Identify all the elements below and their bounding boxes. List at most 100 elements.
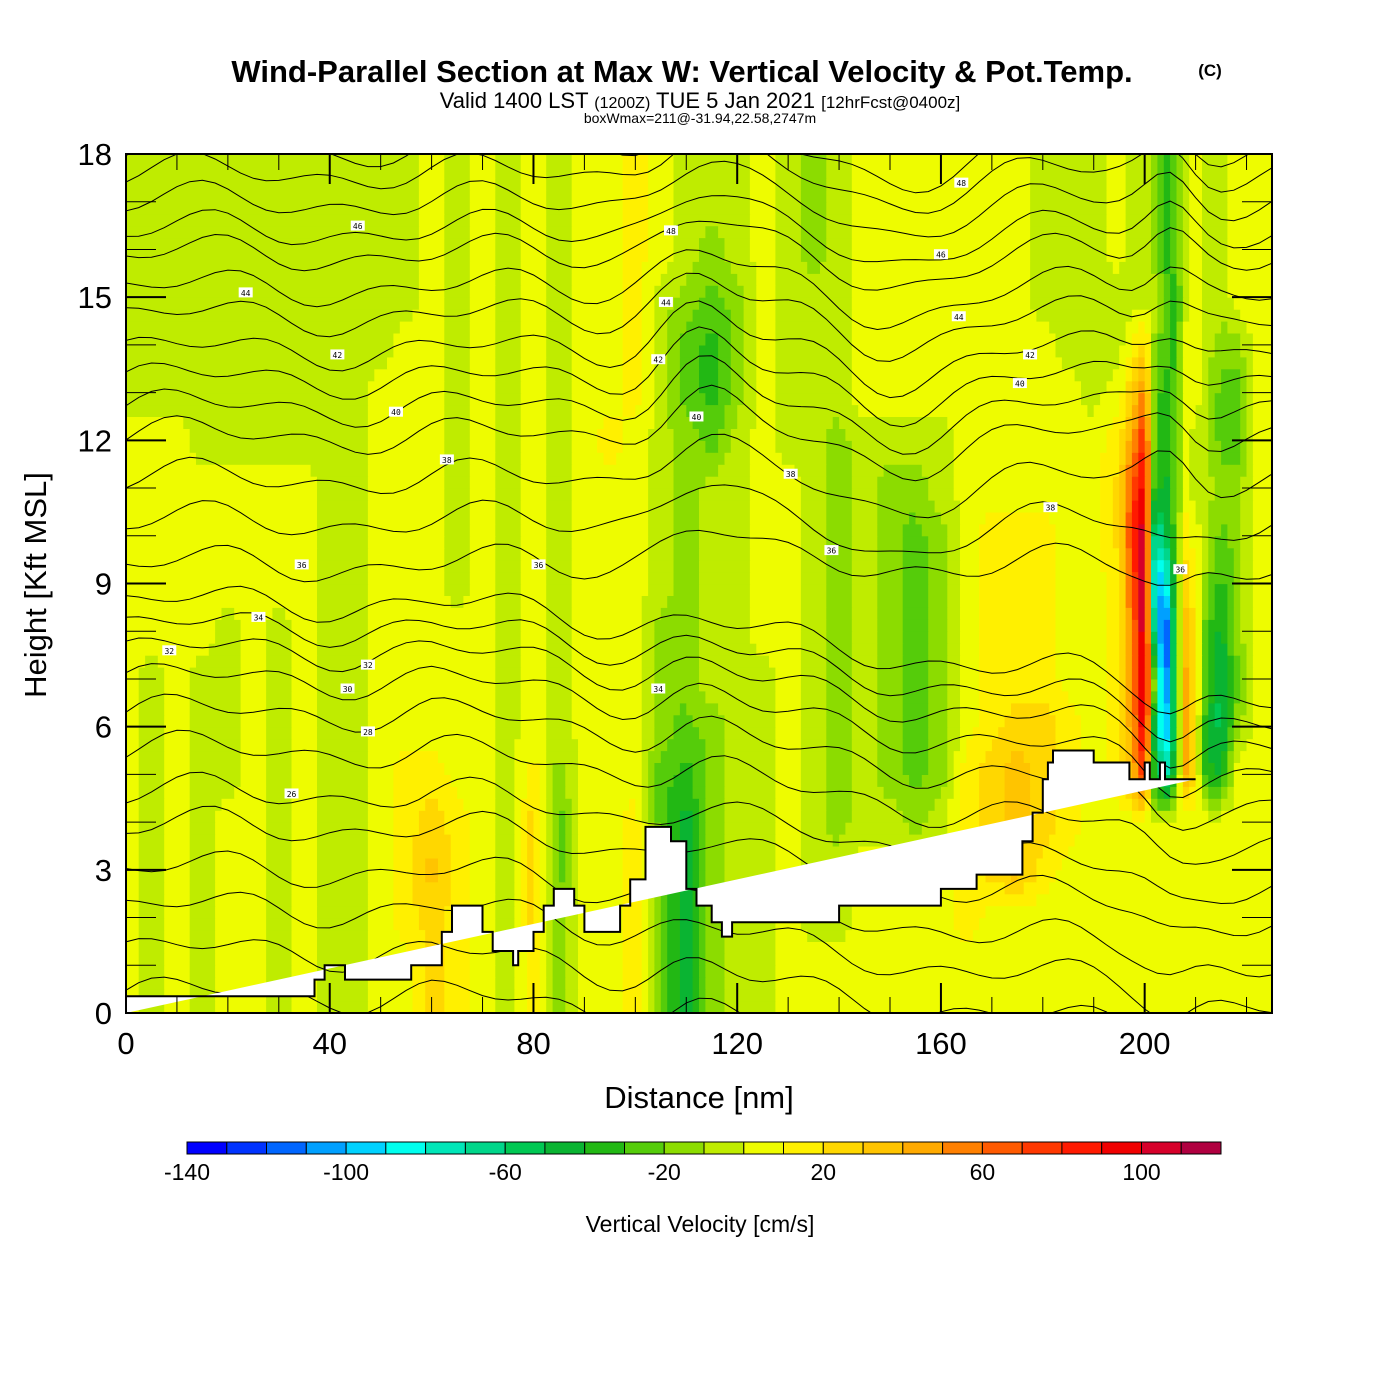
- velocity-cell: [520, 392, 547, 406]
- velocity-cell: [1119, 452, 1127, 465]
- theta-contour-36: [126, 529, 1272, 586]
- velocity-cell: [514, 822, 522, 835]
- velocity-cell: [520, 631, 547, 644]
- velocity-cell: [928, 535, 948, 549]
- velocity-cell: [520, 500, 547, 513]
- velocity-cell: [126, 905, 140, 919]
- velocity-cell: [546, 535, 573, 549]
- velocity-cell: [947, 416, 1114, 429]
- velocity-cell: [126, 344, 394, 358]
- velocity-cell: [1119, 619, 1127, 632]
- velocity-cell: [749, 225, 776, 239]
- velocity-cell: [367, 690, 496, 704]
- velocity-cell: [1208, 583, 1216, 596]
- velocity-cell: [705, 225, 719, 239]
- velocity-cell: [272, 607, 286, 620]
- velocity-cell: [1189, 511, 1197, 525]
- velocity-cell: [1157, 440, 1171, 453]
- velocity-cell: [444, 476, 471, 489]
- velocity-cell: [1176, 810, 1209, 823]
- velocity-cell: [126, 893, 140, 907]
- velocity-cell: [450, 881, 471, 895]
- velocity-cell: [724, 452, 751, 465]
- velocity-cell: [546, 977, 554, 990]
- velocity-cell: [546, 607, 573, 620]
- contour-label-bg: [824, 545, 839, 556]
- velocity-cell: [1240, 690, 1248, 704]
- velocity-cell: [1189, 488, 1216, 501]
- velocity-cell: [1221, 750, 1229, 763]
- velocity-cell: [883, 786, 942, 799]
- velocity-cell: [1189, 762, 1197, 775]
- velocity-cell: [953, 452, 1101, 465]
- velocity-cell: [1214, 535, 1228, 549]
- velocity-cell: [367, 440, 445, 453]
- velocity-cell: [692, 869, 700, 883]
- velocity-cell: [1163, 297, 1171, 310]
- velocity-cell: [126, 333, 394, 346]
- velocity-cell: [826, 428, 846, 441]
- velocity-cell: [800, 690, 827, 704]
- velocity-cell: [215, 857, 267, 871]
- velocity-cell: [571, 667, 643, 680]
- velocity-cell: [648, 774, 656, 787]
- velocity-cell: [240, 655, 267, 668]
- velocity-cell: [1202, 726, 1209, 740]
- velocity-cell: [527, 846, 535, 859]
- velocity-cell: [291, 941, 318, 954]
- velocity-cell: [1036, 309, 1133, 322]
- velocity-cell: [979, 667, 1057, 680]
- velocity-cell: [546, 941, 554, 954]
- velocity-cell: [673, 726, 700, 740]
- velocity-cell: [520, 547, 547, 561]
- velocity-cell: [539, 822, 547, 835]
- velocity-cell: [1131, 583, 1139, 596]
- velocity-cell: [418, 285, 445, 298]
- velocity-cell: [552, 846, 560, 859]
- velocity-cell: [1170, 583, 1178, 596]
- velocity-cell: [1233, 678, 1241, 692]
- velocity-cell: [851, 380, 1082, 394]
- velocity-cell: [546, 738, 579, 752]
- velocity-cell: [979, 619, 1057, 632]
- velocity-cell: [800, 643, 827, 656]
- velocity-cell: [1182, 762, 1190, 775]
- velocity-cell: [527, 893, 535, 907]
- velocity-cell: [1182, 714, 1190, 728]
- velocity-cell: [520, 881, 528, 895]
- velocity-cell: [520, 416, 547, 429]
- velocity-cell: [565, 786, 579, 799]
- velocity-cell: [902, 678, 929, 692]
- velocity-cell: [1151, 655, 1158, 668]
- velocity-cell: [444, 810, 471, 823]
- velocity-cell: [285, 607, 318, 620]
- velocity-cell: [947, 690, 961, 704]
- velocity-cell: [622, 404, 636, 417]
- colorbar-tick-label: 20: [811, 1159, 837, 1185]
- velocity-cell: [495, 464, 522, 477]
- velocity-cell: [418, 165, 445, 179]
- velocity-cell: [1252, 344, 1272, 358]
- velocity-cell: [1252, 392, 1272, 406]
- contour-label-bg: [1043, 502, 1058, 513]
- velocity-cell: [1125, 165, 1152, 179]
- velocity-cell: [1138, 690, 1146, 704]
- velocity-cell: [1112, 511, 1120, 525]
- velocity-cell: [699, 977, 706, 990]
- velocity-cell: [1023, 857, 1037, 871]
- velocity-cell: [648, 965, 656, 978]
- velocity-cell: [749, 631, 802, 644]
- velocity-cell: [1125, 201, 1152, 215]
- velocity-cell: [565, 810, 573, 823]
- velocity-cell: [495, 655, 522, 668]
- velocity-cell: [1240, 595, 1254, 608]
- velocity-cell: [667, 261, 694, 274]
- velocity-cell: [1163, 631, 1171, 644]
- velocity-cell: [654, 726, 675, 740]
- velocity-cell: [775, 714, 802, 728]
- velocity-cell: [648, 511, 675, 525]
- velocity-cell: [1202, 774, 1209, 787]
- velocity-cell: [291, 631, 318, 644]
- velocity-cell: [851, 655, 878, 668]
- velocity-cell: [1081, 380, 1108, 394]
